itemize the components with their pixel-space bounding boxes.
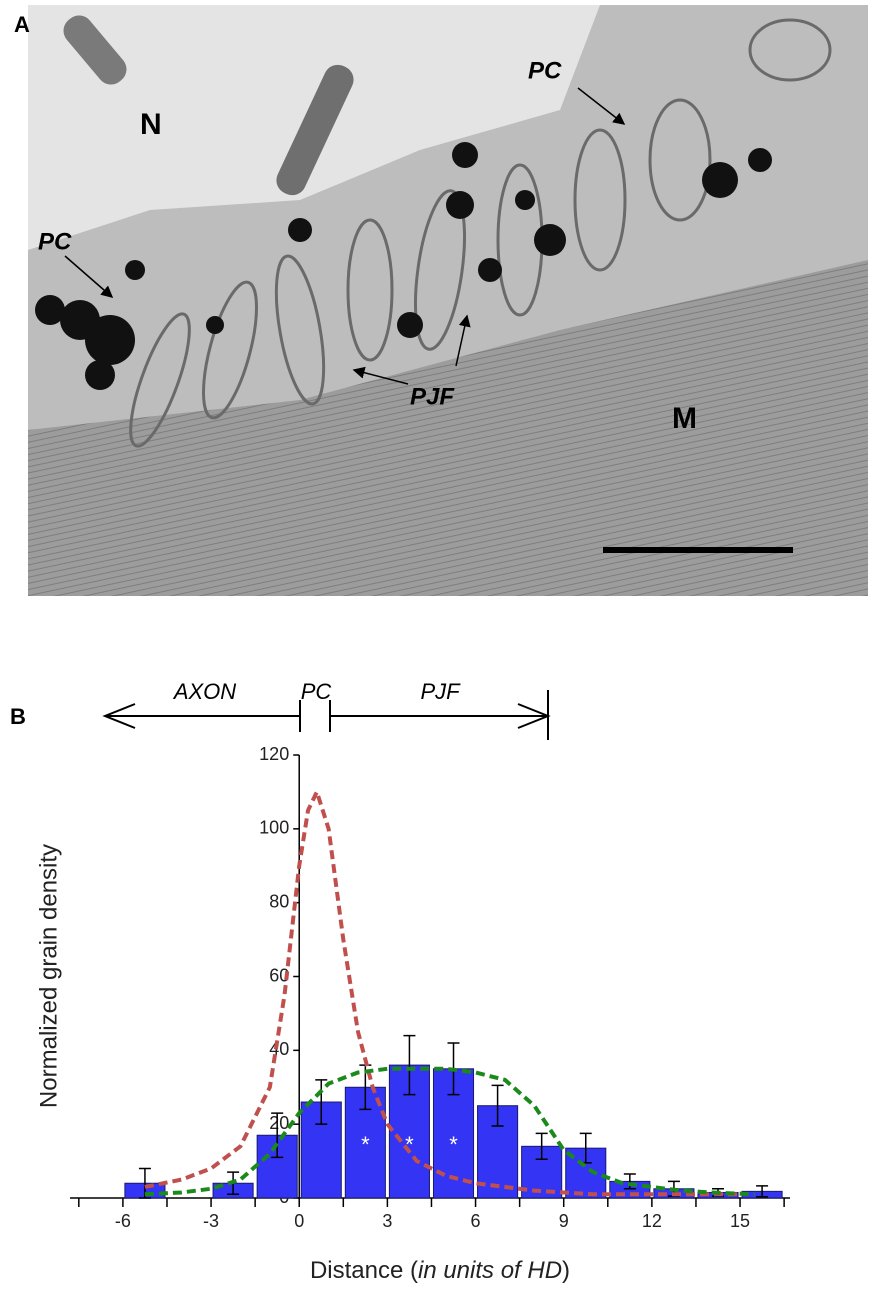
fit-curve <box>144 1066 755 1197</box>
region-label: AXON <box>172 679 236 704</box>
annotation: PJF <box>410 383 455 410</box>
annotation: PC <box>38 228 72 255</box>
x-tick-label: 6 <box>471 1211 481 1231</box>
y-tick-label: 60 <box>269 965 289 985</box>
panel-label: A <box>14 12 30 37</box>
annotation: PC <box>528 57 562 84</box>
x-label-part: ) <box>562 1257 570 1284</box>
error-bar <box>491 1084 504 1127</box>
panel-label: B <box>10 704 26 729</box>
error-bar <box>623 1173 636 1190</box>
significance-marker: * <box>361 1132 370 1157</box>
x-tick-label: -6 <box>115 1211 131 1231</box>
error-bar <box>315 1079 328 1125</box>
error-bar <box>535 1132 548 1160</box>
x-tick-label: -3 <box>203 1211 219 1231</box>
x-axis-label: Distance (in units of HD) <box>310 1257 570 1284</box>
y-tick-label: 80 <box>269 891 289 911</box>
x-tick-label: 9 <box>559 1211 569 1231</box>
y-tick-label: 120 <box>259 744 289 764</box>
region-header <box>102 690 551 740</box>
region-label: PC <box>301 679 332 704</box>
y-tick-label: 20 <box>269 1113 289 1133</box>
x-label-part: in units of HD <box>418 1257 562 1284</box>
x-tick-label: 3 <box>382 1211 392 1231</box>
x-tick-label: 15 <box>730 1211 750 1231</box>
x-tick-label: 12 <box>642 1211 662 1231</box>
y-tick-label: 100 <box>259 818 289 838</box>
error-bar <box>403 1034 416 1096</box>
annotation: M <box>672 402 697 435</box>
significance-marker: * <box>405 1132 414 1157</box>
y-tick-label: 40 <box>269 1039 289 1059</box>
x-tick-label: 0 <box>294 1211 304 1231</box>
region-label: PJF <box>420 679 461 704</box>
fit-curve <box>144 786 741 1197</box>
error-bar <box>756 1185 769 1198</box>
error-bar <box>271 1112 284 1159</box>
annotation: N <box>140 108 162 141</box>
y-axis-label: Normalized grain density <box>35 844 62 1108</box>
x-label-part: Distance ( <box>310 1257 418 1284</box>
significance-marker: * <box>449 1132 458 1157</box>
micrograph: A N PC PC PJF M <box>14 5 868 596</box>
